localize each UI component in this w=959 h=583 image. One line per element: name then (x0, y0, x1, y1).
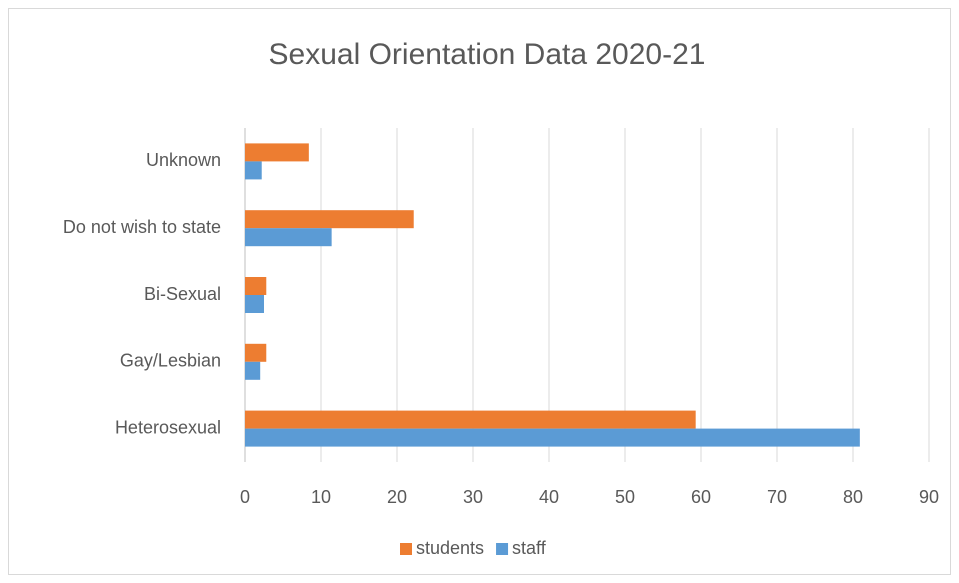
x-tick-label: 60 (691, 487, 711, 507)
x-tick-label: 10 (311, 487, 331, 507)
y-tick-label: Unknown (146, 150, 221, 170)
bar (245, 410, 696, 429)
x-tick-label: 30 (463, 487, 483, 507)
legend-swatch (496, 543, 509, 555)
x-tick-label: 90 (919, 487, 939, 507)
bar (245, 343, 267, 362)
y-tick-label: Gay/Lesbian (120, 351, 221, 371)
bar (245, 428, 860, 447)
legend-swatch (400, 543, 412, 555)
chart-title: Sexual Orientation Data 2020-21 (269, 38, 706, 71)
x-tick-label: 0 (240, 487, 250, 507)
bar (245, 361, 261, 380)
chart-border (8, 8, 951, 575)
y-tick-label: Heterosexual (115, 417, 221, 437)
legend-label: staff (512, 538, 547, 558)
bar (245, 161, 262, 180)
y-tick-label: Do not wish to state (63, 217, 221, 237)
x-tick-label: 80 (843, 487, 863, 507)
bar (245, 228, 332, 247)
x-tick-label: 40 (539, 487, 559, 507)
bar (245, 210, 414, 229)
x-tick-label: 20 (387, 487, 407, 507)
y-tick-label: Bi-Sexual (144, 284, 221, 304)
x-tick-label: 70 (767, 487, 787, 507)
x-tick-label: 50 (615, 487, 635, 507)
legend-label: students (416, 538, 484, 558)
bar (245, 277, 267, 295)
bar (245, 295, 264, 313)
bar (245, 143, 309, 162)
